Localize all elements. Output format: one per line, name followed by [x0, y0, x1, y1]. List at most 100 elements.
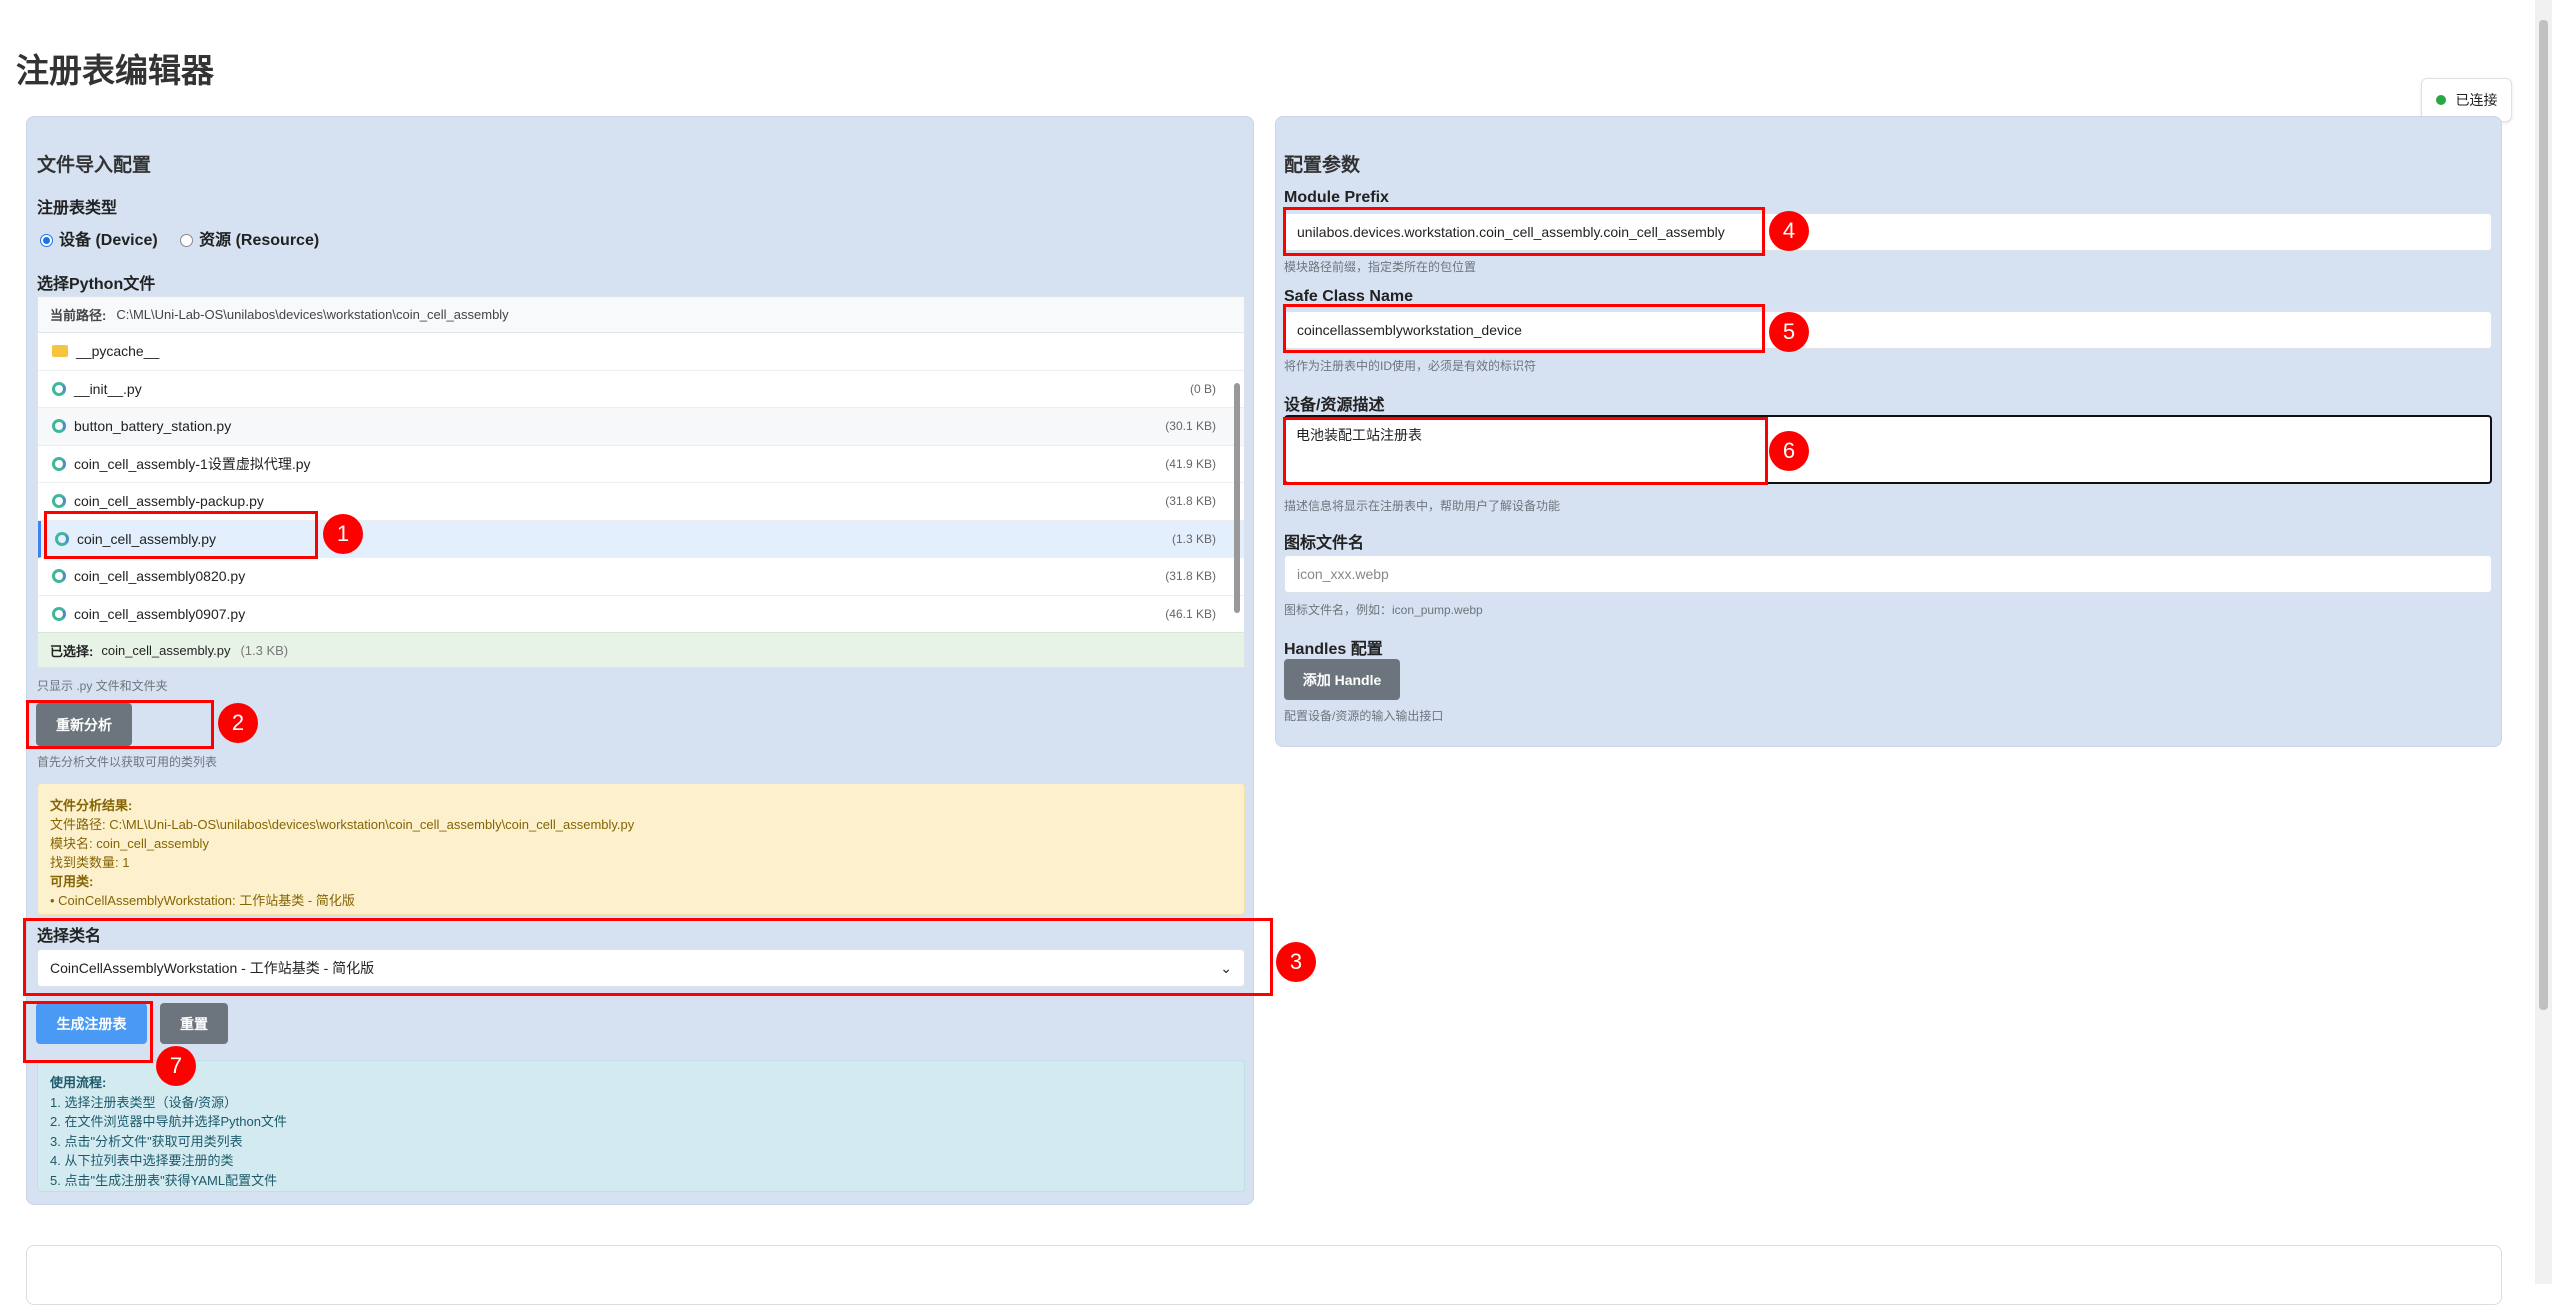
file-name: coin_cell_assembly.py	[77, 530, 217, 547]
radio-unchecked-icon	[180, 233, 194, 247]
file-name: coin_cell_assembly0820.py	[74, 568, 246, 585]
radio-label: 资源 (Resource)	[199, 232, 320, 249]
radio-resource[interactable]: 资源 (Resource)	[180, 226, 319, 250]
file-name: coin_cell_assembly-1设置虚拟代理.py	[74, 455, 311, 472]
selected-size: (1.3 KB)	[240, 642, 289, 658]
path-label: 当前路径:	[50, 308, 107, 323]
output-card	[26, 1245, 2502, 1305]
python-file-icon	[55, 531, 69, 546]
file-size: (41.9 KB)	[1165, 456, 1216, 471]
file-size: (31.8 KB)	[1165, 569, 1216, 584]
usage-title: 使用流程:	[50, 1075, 107, 1090]
file-size: (1.3 KB)	[1171, 531, 1216, 546]
description-label: 设备/资源描述	[1284, 397, 1385, 414]
file-row[interactable]: coin_cell_assembly-1设置虚拟代理.py (41.9 KB)	[38, 446, 1244, 483]
status-label: 已连接	[2455, 92, 2498, 108]
reset-button[interactable]: 重置	[160, 1003, 228, 1044]
python-file-icon	[52, 381, 66, 396]
result-count: 找到类数量: 1	[50, 855, 130, 870]
file-row[interactable]: coin_cell_assembly0907.py (46.1 KB)	[38, 596, 1244, 633]
handles-label: Handles 配置	[1284, 641, 1383, 658]
annotation-number: 4	[1769, 211, 1809, 251]
python-file-icon	[52, 569, 66, 584]
page-title: 注册表编辑器	[16, 52, 214, 89]
file-size: (46.1 KB)	[1165, 606, 1216, 621]
annotation-number: 7	[156, 1046, 196, 1086]
annotation-number: 6	[1769, 431, 1809, 471]
folder-icon	[52, 345, 68, 358]
file-list-scrollbar[interactable]	[1232, 333, 1242, 633]
config-heading: 配置参数	[1284, 155, 1361, 176]
radio-checked-icon	[40, 233, 53, 247]
icon-filename-hint: 图标文件名，例如：icon_pump.webp	[1284, 603, 1483, 617]
icon-filename-input[interactable]: icon_xxx.webp	[1284, 555, 2492, 593]
safe-class-label: Safe Class Name	[1284, 288, 1413, 305]
reanalyze-button[interactable]: 重新分析	[36, 703, 132, 746]
result-path: 文件路径: C:\ML\Uni-Lab-OS\unilabos\devices\…	[50, 817, 635, 832]
file-row[interactable]: coin_cell_assembly-packup.py (31.8 KB)	[38, 483, 1244, 521]
page-scrollbar-thumb[interactable]	[2539, 20, 2548, 1010]
class-select-label: 选择类名	[37, 928, 102, 945]
file-name: button_battery_station.py	[74, 418, 232, 435]
python-file-icon	[52, 606, 66, 621]
annotation-number: 5	[1769, 312, 1809, 352]
annotation-number: 3	[1276, 942, 1316, 982]
module-prefix-input[interactable]: unilabos.devices.workstation.coin_cell_a…	[1284, 213, 2492, 251]
file-row[interactable]: coin_cell_assembly0820.py (31.8 KB)	[38, 558, 1244, 596]
file-name: __pycache__	[76, 343, 160, 360]
class-select[interactable]: CoinCellAssemblyWorkstation - 工作站基类 - 简化…	[37, 949, 1245, 987]
python-file-icon	[52, 494, 66, 509]
radio-device[interactable]: 设备 (Device)	[40, 226, 158, 250]
safe-class-input[interactable]: coincellassemblyworkstation_device	[1284, 311, 2492, 349]
file-name: coin_cell_assembly0907.py	[74, 605, 246, 622]
result-classes-title: 可用类:	[50, 874, 94, 889]
annotation-number: 1	[323, 514, 363, 554]
file-name: __init__.py	[74, 380, 142, 397]
status-dot-icon	[2435, 95, 2446, 105]
filter-hint: 只显示 .py 文件和文件夹	[37, 679, 168, 693]
file-size: (0 B)	[1189, 381, 1216, 396]
usage-step: 2. 在文件浏览器中导航并选择Python文件	[50, 1114, 287, 1129]
selected-label: 已选择:	[50, 643, 94, 659]
file-row[interactable]: __init__.py (0 B)	[38, 371, 1244, 408]
usage-step: 4. 从下拉列表中选择要注册的类	[50, 1153, 234, 1168]
scrollbar-thumb[interactable]	[1234, 383, 1240, 613]
python-file-label: 选择Python文件	[37, 276, 156, 293]
file-row[interactable]: coin_cell_assembly.py (1.3 KB)	[38, 520, 1244, 558]
file-row[interactable]: button_battery_station.py (30.1 KB)	[38, 408, 1244, 446]
description-textarea[interactable]: 电池装配工站注册表	[1284, 415, 2492, 484]
analysis-result-box: 文件分析结果: 文件路径: C:\ML\Uni-Lab-OS\unilabos\…	[37, 783, 1245, 915]
current-path: 当前路径: C:\ML\Uni-Lab-OS\unilabos\devices\w…	[38, 297, 1244, 333]
file-row[interactable]: __pycache__	[38, 333, 1244, 371]
safe-class-hint: 将作为注册表中的ID使用，必须是有效的标识符	[1284, 359, 1537, 373]
registry-type-radios: 设备 (Device) 资源 (Resource)	[40, 226, 337, 250]
result-title: 文件分析结果:	[50, 798, 133, 813]
radio-label: 设备 (Device)	[59, 232, 158, 249]
description-hint: 描述信息将显示在注册表中，帮助用户了解设备功能	[1284, 499, 1561, 513]
usage-step: 3. 点击"分析文件"获取可用类列表	[50, 1133, 243, 1149]
usage-box: 使用流程: 1. 选择注册表类型（设备/资源） 2. 在文件浏览器中导航并选择P…	[37, 1060, 1245, 1192]
file-size: (30.1 KB)	[1165, 419, 1216, 434]
registry-type-label: 注册表类型	[37, 200, 118, 217]
selected-name: coin_cell_assembly.py	[101, 642, 231, 658]
icon-filename-label: 图标文件名	[1284, 535, 1365, 552]
handles-hint: 配置设备/资源的输入输出接口	[1284, 709, 1444, 723]
generate-registry-button[interactable]: 生成注册表	[36, 1003, 147, 1044]
module-prefix-hint: 模块路径前缀，指定类所在的包位置	[1284, 260, 1477, 274]
connection-status-badge: 已连接	[2421, 78, 2512, 122]
annotation-number: 2	[218, 703, 258, 743]
selected-file-bar: 已选择: coin_cell_assembly.py (1.3 KB)	[38, 632, 1244, 667]
file-list: __pycache__ __init__.py (0 B) button_batter…	[38, 333, 1244, 633]
result-class-item: • CoinCellAssemblyWorkstation: 工作站基类 - 简…	[50, 893, 355, 908]
file-import-heading: 文件导入配置	[37, 155, 152, 176]
file-size: (31.8 KB)	[1165, 494, 1216, 509]
path-value: C:\ML\Uni-Lab-OS\unilabos\devices\workst…	[116, 307, 509, 322]
add-handle-button[interactable]: 添加 Handle	[1284, 659, 1400, 700]
file-browser: 当前路径: C:\ML\Uni-Lab-OS\unilabos\devices\w…	[37, 296, 1245, 668]
file-name: coin_cell_assembly-packup.py	[74, 493, 264, 510]
usage-step: 5. 点击"生成注册表"获得YAML配置文件	[50, 1172, 278, 1188]
page-scrollbar[interactable]	[2535, 0, 2552, 1284]
result-module: 模块名: coin_cell_assembly	[50, 836, 209, 851]
python-file-icon	[52, 456, 66, 471]
python-file-icon	[52, 419, 66, 434]
